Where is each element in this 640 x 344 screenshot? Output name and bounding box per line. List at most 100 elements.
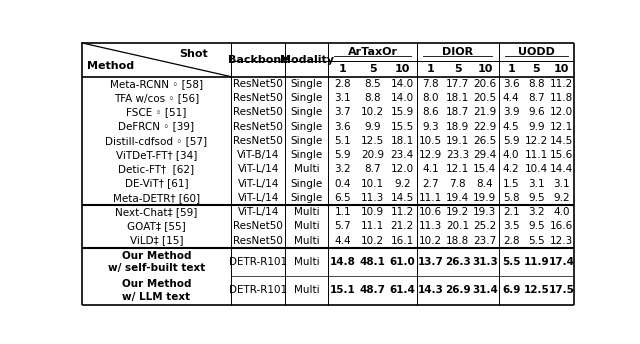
Text: 4.4: 4.4 xyxy=(503,93,520,103)
Text: 26.9: 26.9 xyxy=(445,286,470,295)
Text: 3.1: 3.1 xyxy=(528,179,545,189)
Text: 15.9: 15.9 xyxy=(390,107,414,117)
Text: Multi: Multi xyxy=(294,221,319,231)
Text: ViT-L/14: ViT-L/14 xyxy=(237,193,279,203)
Text: 12.5: 12.5 xyxy=(524,286,549,295)
Text: 10.2: 10.2 xyxy=(361,236,384,246)
Text: TFA w/cos ◦ [56]: TFA w/cos ◦ [56] xyxy=(114,93,199,103)
Text: 9.3: 9.3 xyxy=(422,121,439,131)
Text: 20.1: 20.1 xyxy=(446,221,469,231)
Text: 10: 10 xyxy=(395,64,410,74)
Text: 1: 1 xyxy=(339,64,347,74)
Text: 2.8: 2.8 xyxy=(335,79,351,89)
Text: 11.9: 11.9 xyxy=(524,257,549,267)
Text: 10.2: 10.2 xyxy=(419,236,442,246)
Text: 17.5: 17.5 xyxy=(549,286,575,295)
Text: 25.2: 25.2 xyxy=(474,221,497,231)
Text: 19.2: 19.2 xyxy=(446,207,469,217)
Text: 14.5: 14.5 xyxy=(550,136,573,146)
Text: 3.2: 3.2 xyxy=(528,207,545,217)
Text: DETR-R101: DETR-R101 xyxy=(229,257,287,267)
Text: 5: 5 xyxy=(369,64,376,74)
Text: ResNet50: ResNet50 xyxy=(234,79,283,89)
Text: 1: 1 xyxy=(508,64,515,74)
Text: 4.0: 4.0 xyxy=(503,150,520,160)
Text: Our Method
w/ LLM text: Our Method w/ LLM text xyxy=(122,279,191,302)
Text: 10.6: 10.6 xyxy=(419,207,442,217)
Text: 17.4: 17.4 xyxy=(548,257,575,267)
Text: 14.4: 14.4 xyxy=(550,164,573,174)
Text: 10.2: 10.2 xyxy=(361,107,384,117)
Text: 2.1: 2.1 xyxy=(503,207,520,217)
Text: Multi: Multi xyxy=(294,257,319,267)
Text: Multi: Multi xyxy=(294,236,319,246)
Text: 14.8: 14.8 xyxy=(330,257,356,267)
Text: 8.8: 8.8 xyxy=(364,93,381,103)
Text: 5.7: 5.7 xyxy=(335,221,351,231)
Text: 8.0: 8.0 xyxy=(422,93,439,103)
Text: 4.2: 4.2 xyxy=(503,164,520,174)
Text: DIOR: DIOR xyxy=(442,47,474,57)
Text: 14.0: 14.0 xyxy=(390,79,414,89)
Text: 23.7: 23.7 xyxy=(474,236,497,246)
Text: 3.5: 3.5 xyxy=(503,221,520,231)
Text: ViT-B/14: ViT-B/14 xyxy=(237,150,280,160)
Text: 15.1: 15.1 xyxy=(330,286,356,295)
Text: 11.1: 11.1 xyxy=(419,193,442,203)
Text: 29.4: 29.4 xyxy=(474,150,497,160)
Text: ViTDeT-FT† [34]: ViTDeT-FT† [34] xyxy=(116,150,197,160)
Text: 5: 5 xyxy=(532,64,540,74)
Text: ArTaxOr: ArTaxOr xyxy=(348,47,397,57)
Text: 12.9: 12.9 xyxy=(419,150,442,160)
Text: 18.9: 18.9 xyxy=(446,121,469,131)
Text: Detic-FT†  [62]: Detic-FT† [62] xyxy=(118,164,195,174)
Text: Method: Method xyxy=(88,61,134,71)
Text: 3.6: 3.6 xyxy=(335,121,351,131)
Text: 4.1: 4.1 xyxy=(422,164,439,174)
Text: 3.1: 3.1 xyxy=(554,179,570,189)
Text: 16.6: 16.6 xyxy=(550,221,573,231)
Text: 18.1: 18.1 xyxy=(446,93,469,103)
Text: 17.7: 17.7 xyxy=(446,79,469,89)
Text: ResNet50: ResNet50 xyxy=(234,107,283,117)
Text: DE-ViT† [61]: DE-ViT† [61] xyxy=(125,179,188,189)
Text: 9.5: 9.5 xyxy=(528,221,545,231)
Text: 9.6: 9.6 xyxy=(528,107,545,117)
Text: 14.5: 14.5 xyxy=(390,193,414,203)
Text: 9.9: 9.9 xyxy=(364,121,381,131)
Text: 10: 10 xyxy=(554,64,570,74)
Text: 14.3: 14.3 xyxy=(418,286,444,295)
Text: Distill-cdfsod ◦ [57]: Distill-cdfsod ◦ [57] xyxy=(105,136,207,146)
Text: 2.8: 2.8 xyxy=(503,236,520,246)
Text: ViT-L/14: ViT-L/14 xyxy=(237,164,279,174)
Text: 3.7: 3.7 xyxy=(335,107,351,117)
Text: ViT-L/14: ViT-L/14 xyxy=(237,207,279,217)
Text: 12.0: 12.0 xyxy=(390,164,414,174)
Text: 31.4: 31.4 xyxy=(472,286,498,295)
Text: 15.4: 15.4 xyxy=(474,164,497,174)
Text: 31.3: 31.3 xyxy=(472,257,498,267)
Text: 7.8: 7.8 xyxy=(449,179,466,189)
Text: Single: Single xyxy=(291,150,323,160)
Text: 15.6: 15.6 xyxy=(550,150,573,160)
Text: 1: 1 xyxy=(427,64,435,74)
Text: 26.5: 26.5 xyxy=(474,136,497,146)
Text: 20.6: 20.6 xyxy=(474,79,497,89)
Text: 15.5: 15.5 xyxy=(390,121,414,131)
Text: 8.8: 8.8 xyxy=(528,79,545,89)
Text: 1.1: 1.1 xyxy=(335,207,351,217)
Text: 12.3: 12.3 xyxy=(550,236,573,246)
Text: 7.8: 7.8 xyxy=(422,79,439,89)
Text: DETR-R101: DETR-R101 xyxy=(229,286,287,295)
Text: ResNet50: ResNet50 xyxy=(234,221,283,231)
Text: 61.0: 61.0 xyxy=(389,257,415,267)
Text: 19.9: 19.9 xyxy=(474,193,497,203)
Text: 10.5: 10.5 xyxy=(419,136,442,146)
Text: 4.5: 4.5 xyxy=(503,121,520,131)
Text: Multi: Multi xyxy=(294,164,319,174)
Text: Single: Single xyxy=(291,79,323,89)
Text: Our Method
w/ self-built text: Our Method w/ self-built text xyxy=(108,251,205,273)
Text: 10.9: 10.9 xyxy=(361,207,384,217)
Text: 11.8: 11.8 xyxy=(550,93,573,103)
Text: GOAT‡ [55]: GOAT‡ [55] xyxy=(127,221,186,231)
